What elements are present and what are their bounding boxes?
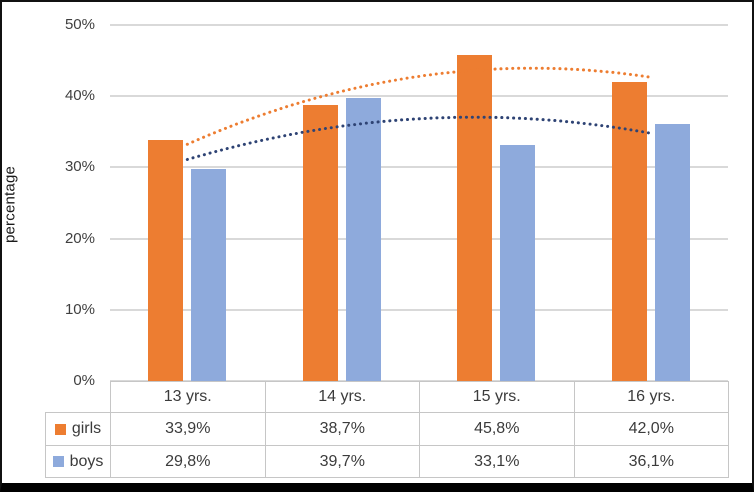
value-cell-boys: 33,1%: [419, 445, 575, 478]
bar-boys-15-yrs: [500, 145, 536, 381]
legend-item-boys: boys: [45, 445, 111, 478]
bar-boys-14-yrs: [345, 98, 381, 381]
column-header: 16 yrs.: [573, 381, 729, 413]
bar-boys-16-yrs: [654, 123, 690, 381]
legend-label: girls: [71, 420, 102, 437]
value-cell-girls: 33,9%: [110, 412, 266, 446]
bar-girls-15-yrs: [457, 54, 493, 381]
value-cell-girls: 42,0%: [573, 412, 729, 446]
column-header: 15 yrs.: [419, 381, 575, 413]
y-axis-tick-label: 0%: [73, 372, 95, 389]
table-row-girls: girls 33,9% 38,7% 45,8% 42,0%: [45, 412, 729, 446]
gridline-10: [110, 308, 728, 311]
gridline-30: [110, 166, 728, 169]
value-cell-girls: 45,8%: [419, 412, 575, 446]
y-axis-title: percentage: [1, 165, 19, 244]
table-row-boys: boys 29,8% 39,7% 33,1% 36,1%: [45, 445, 729, 478]
legend-item-girls: girls: [45, 412, 111, 446]
bar-girls-13-yrs: [148, 139, 184, 381]
value-cell-boys: 39,7%: [264, 445, 420, 478]
gridline-50: [110, 24, 728, 26]
table-corner-blank: [46, 382, 111, 413]
column-header: 14 yrs.: [264, 381, 420, 413]
value-cell-girls: 38,7%: [264, 412, 420, 446]
column-header: 13 yrs.: [110, 381, 266, 413]
gridline-20: [110, 237, 728, 240]
y-axis-tick-label: 30%: [64, 158, 95, 176]
trendline-boys: [185, 115, 653, 161]
y-axis-tick-label: 20%: [64, 229, 95, 247]
trendline-girls: [185, 66, 653, 146]
bar-girls-16-yrs: [611, 81, 647, 381]
bar-girls-14-yrs: [302, 105, 338, 381]
value-cell-boys: 29,8%: [110, 445, 266, 478]
y-axis-tick-label: 50%: [64, 16, 95, 33]
value-cell-boys: 36,1%: [573, 445, 729, 478]
legend-swatch-girls: [54, 423, 66, 435]
legend-label: boys: [69, 452, 104, 470]
y-axis-tick-label: 40%: [64, 87, 95, 105]
data-table: 13 yrs. 14 yrs. 15 yrs. 16 yrs. girls 33,9% 38…: [45, 381, 729, 478]
bar-boys-13-yrs: [191, 168, 227, 381]
legend-swatch-boys: [52, 456, 64, 467]
y-axis-tick-label: 10%: [64, 300, 95, 318]
